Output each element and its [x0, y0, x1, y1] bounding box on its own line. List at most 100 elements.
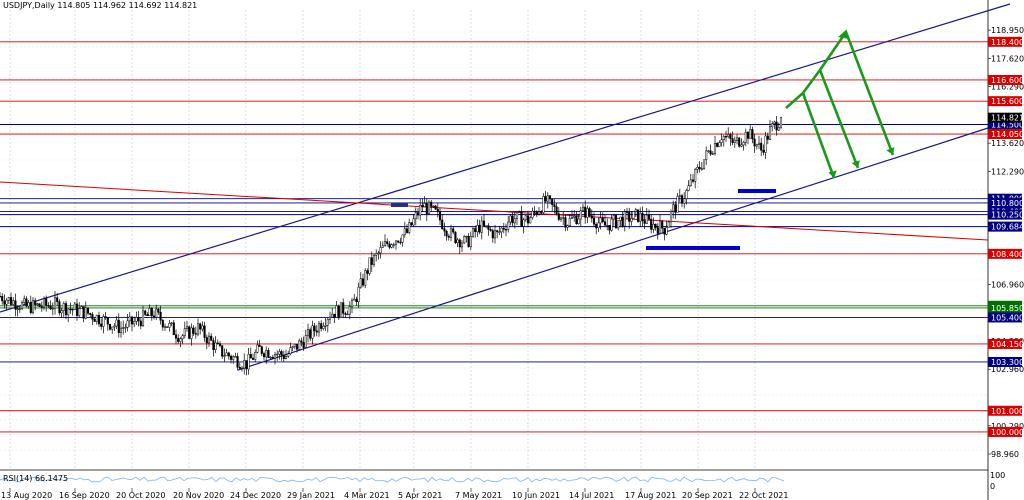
candle-body	[452, 228, 455, 233]
candle-body	[51, 308, 54, 310]
candle-body	[152, 315, 156, 318]
candle-body	[291, 346, 294, 348]
candle-body	[69, 308, 72, 311]
candle-body	[58, 301, 61, 314]
candle-body	[768, 126, 772, 140]
candle-body	[568, 218, 571, 227]
candle-body	[515, 211, 519, 220]
candle-body	[441, 219, 444, 229]
candle-body	[122, 327, 125, 329]
candle-body	[75, 303, 79, 316]
candle-body	[183, 328, 186, 336]
rsi-label: RSI(14) 66.1475	[3, 474, 69, 483]
candle-body	[504, 229, 508, 231]
candle-body	[751, 129, 754, 140]
candle-body	[56, 297, 59, 302]
candle-body	[421, 205, 424, 207]
level-label: 114.050	[991, 130, 1024, 139]
candle-body	[100, 323, 103, 327]
candle-body	[210, 335, 213, 341]
time-tick-label: 16 Sep 2020	[59, 491, 110, 500]
candle-body	[199, 323, 202, 330]
candle-body	[238, 367, 241, 369]
candle-body	[82, 306, 85, 319]
price-tick-label: 112.290	[991, 167, 1024, 176]
candle-body	[185, 326, 189, 329]
candle-body	[526, 215, 530, 224]
candle-body	[553, 204, 556, 207]
candle-body	[621, 216, 624, 227]
candle-body	[586, 208, 589, 218]
candle-body	[724, 136, 728, 138]
candle-body	[694, 169, 697, 182]
candle-body	[91, 314, 94, 320]
candlesticks	[0, 116, 783, 376]
candle-body	[537, 211, 541, 215]
level-label-box	[988, 96, 1022, 107]
candle-body	[243, 360, 246, 369]
candle-body	[282, 354, 285, 359]
candle-body	[201, 325, 204, 330]
time-axis: 13 Aug 2020 16 Sep 2020 20 Oct 2020 20 Nov …	[1, 488, 788, 500]
projection-arrows	[785, 29, 895, 179]
candle-body	[722, 136, 725, 141]
candle-body	[597, 222, 600, 229]
candle-body	[397, 240, 400, 243]
candle-body	[419, 205, 422, 216]
level-label: 100.000	[991, 428, 1024, 437]
candle-body	[617, 220, 620, 229]
candle-body	[500, 227, 503, 233]
candle-body	[691, 179, 695, 182]
candle-body	[366, 270, 369, 274]
time-tick-label: 20 Nov 2020	[173, 491, 224, 500]
time-tick-label: 29 Jan 2021	[287, 491, 335, 500]
candle-body	[570, 217, 574, 219]
candle-body	[36, 303, 39, 305]
candle-body	[271, 356, 274, 359]
candle-body	[614, 215, 618, 229]
candle-body	[434, 205, 437, 210]
level-label-box	[988, 312, 1022, 323]
candle-body	[29, 302, 32, 314]
candle-body	[298, 340, 301, 350]
candle-body	[641, 212, 644, 221]
arrow-head	[886, 147, 895, 155]
candle-body	[194, 333, 197, 335]
candle-body	[544, 196, 547, 202]
candle-body	[302, 342, 305, 348]
candle-body	[331, 313, 334, 318]
candle-body	[133, 321, 136, 325]
candle-body	[566, 225, 569, 228]
candle-body	[663, 227, 666, 235]
level-label: 103.300	[991, 358, 1024, 367]
candle-body	[128, 316, 131, 322]
candle-body	[738, 137, 741, 147]
price-tick-label: 116.290	[991, 83, 1024, 92]
horizontal-levels	[0, 41, 988, 433]
candle-body	[436, 208, 439, 212]
candle-body	[524, 215, 527, 221]
candle-body	[170, 322, 173, 324]
candle-body	[9, 297, 13, 305]
candle-body	[67, 308, 70, 316]
candle-body	[227, 352, 230, 357]
time-tick-label: 5 Apr 2021	[398, 491, 442, 500]
price-tick-label: 102.960	[991, 365, 1024, 374]
candle-body	[601, 217, 604, 222]
candle-body	[383, 241, 387, 247]
candle-body	[636, 209, 640, 222]
price-axis: 118.950 117.620 116.290 113.620 112.290 106.9…	[988, 26, 1024, 459]
candle-body	[93, 318, 96, 322]
candle-body	[595, 223, 598, 229]
candle-body	[111, 326, 114, 330]
level-label-box	[988, 74, 1022, 85]
candle-body	[335, 305, 338, 318]
candle-body	[449, 228, 453, 238]
rsi-scale-bottom: 0	[990, 482, 995, 491]
candle-body	[45, 298, 48, 306]
candle-body	[221, 345, 224, 357]
candle-body	[623, 211, 626, 227]
candle-body	[97, 315, 101, 325]
candle-body	[727, 134, 730, 137]
candle-body	[749, 129, 752, 139]
